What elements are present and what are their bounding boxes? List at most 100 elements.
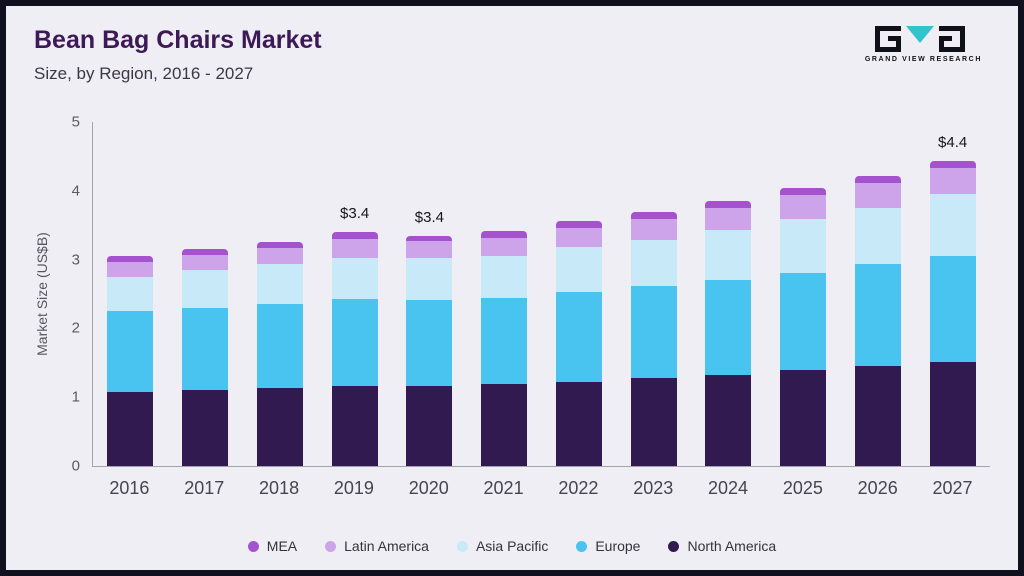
bar-column-2026 bbox=[841, 122, 916, 466]
page-subtitle: Size, by Region, 2016 - 2027 bbox=[34, 64, 254, 83]
bar-segment-north-america bbox=[780, 370, 827, 466]
bar-segment-latin-america bbox=[406, 241, 453, 259]
bar-segment-mea bbox=[182, 249, 229, 255]
bar-segment-asia-pacific bbox=[182, 269, 229, 308]
bar-stack bbox=[854, 175, 901, 466]
bar-stack bbox=[481, 231, 528, 466]
bar-segment-asia-pacific bbox=[406, 258, 453, 301]
bar-segment-latin-america bbox=[331, 239, 378, 258]
bar-segment-latin-america bbox=[256, 247, 303, 264]
page-title: Bean Bag Chairs Market bbox=[34, 26, 322, 54]
bar-stack bbox=[630, 212, 677, 466]
legend-swatch-icon bbox=[668, 540, 680, 552]
bar-segment-mea bbox=[705, 201, 752, 209]
bar-segment-asia-pacific bbox=[780, 219, 827, 273]
bar-segment-latin-america bbox=[630, 219, 677, 240]
bar-stack bbox=[555, 221, 602, 466]
x-axis-label: 2027 bbox=[932, 478, 973, 498]
logo-text: GRAND VIEW RESEARCH bbox=[864, 56, 982, 63]
bar-stack bbox=[107, 256, 154, 466]
bar-segment-north-america bbox=[481, 384, 528, 466]
bar-segment-north-america bbox=[555, 382, 602, 466]
y-tick-label: 2 bbox=[71, 319, 80, 337]
bar-stack bbox=[256, 242, 303, 466]
plot-area: $3.4 $3.4 $4.4 bbox=[92, 122, 990, 467]
bar-segment-north-america bbox=[854, 366, 901, 466]
bar-segment-mea bbox=[481, 231, 528, 238]
gvr-logo-icon bbox=[875, 26, 966, 52]
bar-segment-mea bbox=[854, 175, 901, 183]
bar-segment-asia-pacific bbox=[481, 255, 528, 299]
bar-segment-mea bbox=[929, 161, 976, 169]
x-axis-label: 2022 bbox=[558, 478, 599, 498]
y-tick-label: 1 bbox=[71, 388, 80, 406]
bar-column-2021 bbox=[467, 122, 542, 466]
bar-value-annotation: $3.4 bbox=[340, 205, 370, 223]
bar-stack bbox=[929, 161, 976, 466]
x-axis-label: 2025 bbox=[782, 478, 823, 498]
bar-segment-latin-america bbox=[107, 261, 154, 277]
bar-column-2019: $3.4 bbox=[317, 122, 392, 466]
bar-segment-asia-pacific bbox=[256, 263, 303, 304]
bar-segment-europe bbox=[406, 300, 453, 387]
legend-label: MEA bbox=[266, 538, 298, 554]
bar-segment-europe bbox=[481, 298, 528, 385]
bar-segment-europe bbox=[182, 307, 229, 391]
bar-segment-north-america bbox=[331, 385, 378, 466]
bar-segment-europe bbox=[555, 291, 602, 383]
bar-segment-asia-pacific bbox=[331, 257, 378, 299]
chart-legend: MEA Latin America Asia Pacific Europe North … bbox=[6, 538, 1018, 554]
bar-segment-europe bbox=[929, 256, 976, 363]
bar-segment-mea bbox=[406, 235, 453, 242]
legend-item-north-america: North America bbox=[668, 538, 776, 554]
legend-item-latin-america: Latin America bbox=[325, 538, 429, 554]
bar-segment-europe bbox=[256, 303, 303, 389]
bar-segment-north-america bbox=[256, 388, 303, 466]
legend-item-europe: Europe bbox=[576, 538, 640, 554]
x-axis-label: 2021 bbox=[483, 478, 524, 498]
bar-segment-europe bbox=[107, 311, 154, 393]
bar-segment-asia-pacific bbox=[107, 276, 154, 312]
x-axis-label: 2024 bbox=[708, 478, 749, 498]
legend-swatch-icon bbox=[247, 540, 259, 552]
bar-segment-asia-pacific bbox=[929, 194, 976, 257]
bar-stack bbox=[705, 201, 752, 466]
bar-segment-latin-america bbox=[854, 182, 901, 209]
bar-column-2025 bbox=[766, 122, 841, 466]
legend-item-mea: MEA bbox=[247, 538, 298, 554]
legend-label: Asia Pacific bbox=[475, 538, 549, 554]
bar-segment-asia-pacific bbox=[630, 239, 677, 286]
bar-segment-north-america bbox=[630, 377, 677, 466]
y-tick-label: 4 bbox=[71, 182, 80, 200]
bar-column-2020: $3.4 bbox=[392, 122, 467, 466]
legend-swatch-icon bbox=[576, 540, 588, 552]
legend-swatch-icon bbox=[456, 540, 468, 552]
bar-column-2027: $4.4 bbox=[915, 122, 990, 466]
y-tick-label: 5 bbox=[71, 113, 80, 131]
y-tick-label: 3 bbox=[71, 251, 80, 269]
bar-segment-europe bbox=[854, 264, 901, 367]
bar-segment-latin-america bbox=[481, 237, 528, 256]
bar-segment-latin-america bbox=[182, 254, 229, 270]
bar-value-annotation: $4.4 bbox=[938, 134, 968, 152]
bar-segment-north-america bbox=[406, 386, 453, 466]
bar-stack bbox=[331, 232, 378, 466]
y-axis-ticks: 0 1 2 3 4 5 bbox=[52, 114, 80, 475]
grand-view-research-logo: GRAND VIEW RESEARCH bbox=[865, 26, 982, 63]
bar-segment-latin-america bbox=[780, 194, 827, 220]
bar-stack bbox=[780, 188, 827, 466]
bar-column-2016 bbox=[93, 122, 168, 466]
bar-column-2023 bbox=[616, 122, 691, 466]
y-axis-title: Market Size (US$B) bbox=[34, 232, 50, 356]
bar-segment-mea bbox=[256, 242, 303, 248]
bar-segment-asia-pacific bbox=[555, 247, 602, 292]
bar-segment-north-america bbox=[929, 362, 976, 466]
bar-column-2024 bbox=[691, 122, 766, 466]
x-axis-label: 2023 bbox=[633, 478, 674, 498]
bar-segment-north-america bbox=[107, 392, 154, 466]
bar-segment-europe bbox=[780, 272, 827, 371]
bar-stack bbox=[182, 249, 229, 466]
bar-segment-europe bbox=[331, 298, 378, 386]
y-tick-label: 0 bbox=[71, 457, 80, 475]
